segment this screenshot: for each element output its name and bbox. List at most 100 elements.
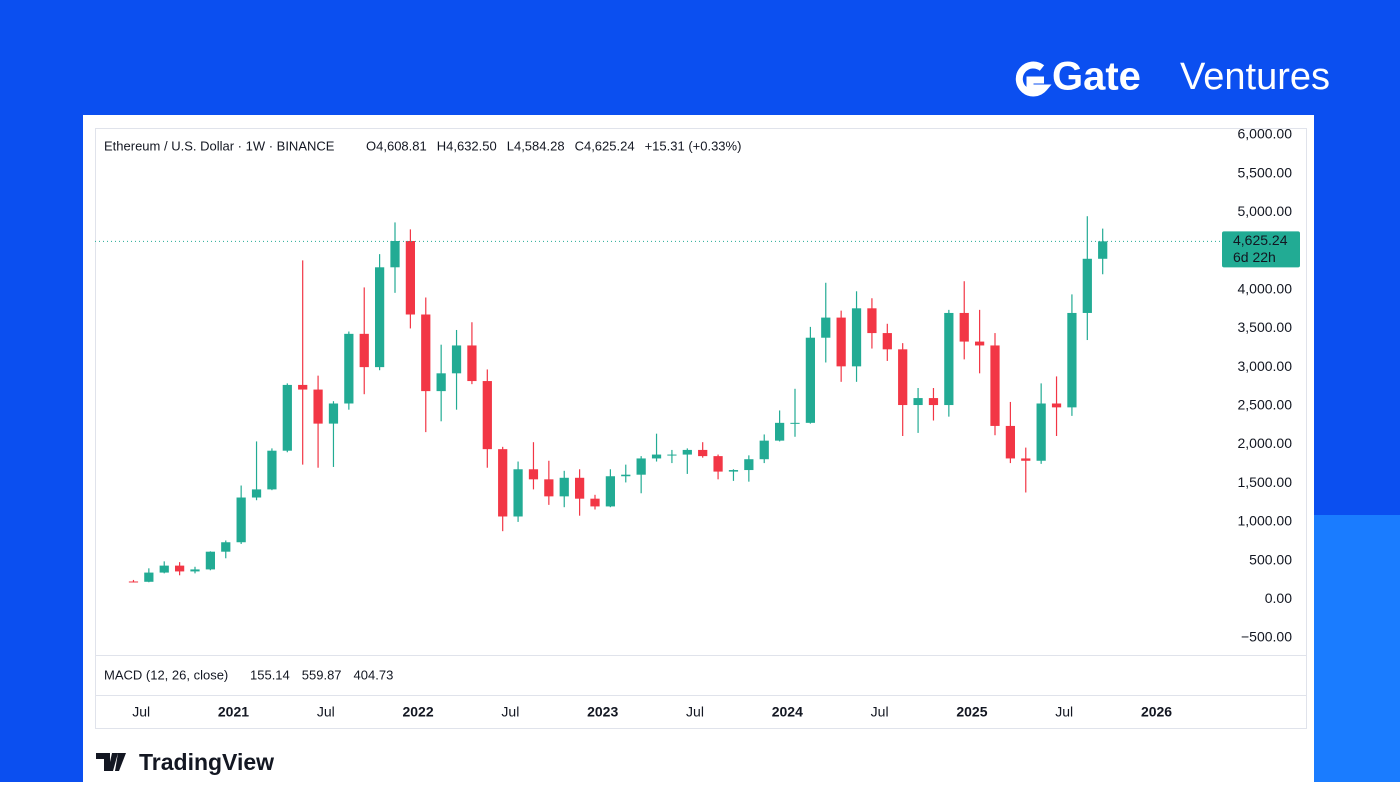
x-tick-label: 2025 [956, 704, 987, 720]
candle-body [851, 308, 862, 367]
last-price-tag [1222, 231, 1300, 268]
last-price-label: 4,625.24 [1233, 232, 1288, 248]
candle-body [867, 308, 877, 334]
candle-body [421, 314, 431, 392]
plot [128, 216, 1108, 583]
legend-value: 4,608.81 [376, 138, 427, 153]
candle-body [790, 422, 800, 424]
y-tick-label: 500.00 [1249, 551, 1292, 567]
x-tick-label: 2023 [587, 704, 618, 720]
candle-body [636, 458, 646, 475]
watermark-text: TradingView [139, 749, 274, 775]
candle-body [313, 389, 323, 424]
indicator-value: 155.14 [250, 667, 290, 682]
x-tick-label: 2024 [772, 704, 803, 720]
candle-body [590, 498, 600, 507]
candle-body [775, 422, 785, 441]
candle-body [282, 384, 292, 451]
legend-key: O [366, 138, 376, 153]
candle-body [1067, 312, 1077, 408]
candle-body [175, 565, 185, 572]
candle-body [128, 581, 139, 583]
y-tick-label: 0.00 [1265, 590, 1292, 606]
candle-body [759, 440, 769, 460]
candle-body [405, 240, 415, 315]
candle-body [513, 469, 523, 517]
candle-body [667, 454, 677, 456]
candle-body [882, 333, 892, 350]
legend: Ethereum / U.S. Dollar · 1W · BINANCE [104, 138, 335, 153]
candle-body [559, 477, 569, 497]
y-tick-label: 3,000.00 [1238, 358, 1293, 374]
candle-body [682, 449, 692, 455]
legend-value: 4,632.50 [446, 138, 497, 153]
candle-body [498, 449, 508, 517]
candle-body [975, 341, 985, 346]
candle-body [698, 449, 708, 457]
candle-body [544, 479, 554, 497]
x-tick-label: 2021 [218, 704, 249, 720]
y-tick-label: 4,000.00 [1238, 280, 1293, 296]
candle-body [898, 349, 908, 406]
candle-body [713, 456, 723, 472]
candle-body [221, 542, 231, 552]
brand-name: Ventures [1180, 56, 1330, 98]
y-tick-label: 5,500.00 [1238, 164, 1293, 180]
x-tick-label: Jul [871, 704, 889, 720]
candle-body [1021, 458, 1031, 461]
candle-body [451, 345, 462, 374]
candle-body [528, 469, 539, 480]
x-tick-label: 2026 [1141, 704, 1172, 720]
brand-logo: Gate [1052, 55, 1141, 99]
candle-body [1005, 425, 1015, 459]
y-tick-label: 6,000.00 [1238, 126, 1293, 142]
y-tick-label: 1,000.00 [1238, 513, 1293, 529]
legend-key: H [437, 138, 446, 153]
x-tick-label: Jul [132, 704, 150, 720]
legend-value: 4,625.24 [584, 138, 635, 153]
candle-body [144, 572, 154, 582]
candle-body [205, 551, 215, 570]
x-tick-label: 2022 [402, 704, 433, 720]
legend-key: L [507, 138, 514, 153]
x-tick-label: Jul [686, 704, 704, 720]
countdown: 6d 22h [1233, 249, 1276, 265]
watermark-icon [96, 753, 126, 771]
x-tick-label: Jul [1055, 704, 1073, 720]
watermark: TradingView [96, 749, 274, 775]
candle-body [482, 381, 492, 450]
candle-body [836, 317, 846, 367]
candle-body [298, 384, 308, 390]
x-tick-label: Jul [501, 704, 519, 720]
candle-body [1051, 403, 1062, 408]
candle-body [821, 317, 831, 338]
candle-body [1082, 258, 1092, 313]
candle-body [390, 240, 400, 268]
brand-icon [1015, 61, 1052, 97]
candle-body [467, 345, 477, 382]
candle-body [728, 470, 739, 472]
legend-key: C [575, 138, 584, 153]
candle-body [944, 312, 954, 406]
y-tick-label: −500.00 [1241, 629, 1292, 645]
candle-body [805, 337, 815, 423]
legend-value: 4,584.28 [514, 138, 565, 153]
candle-body [159, 565, 169, 573]
candle-body [344, 333, 354, 404]
y-tick-label: 1,500.00 [1238, 474, 1293, 490]
brand: Gate Ventures [1015, 55, 1330, 99]
symbol: Ethereum / U.S. Dollar · 1W · BINANCE [104, 138, 335, 153]
candle-body [575, 477, 585, 499]
candle-body [928, 398, 939, 406]
candle-body [744, 459, 754, 471]
candle-body [436, 373, 446, 392]
y-tick-label: 2,500.00 [1238, 397, 1293, 413]
candle-body [359, 333, 369, 368]
candle-body [959, 312, 969, 342]
candle-body [1098, 241, 1108, 259]
y-tick-label: 2,000.00 [1238, 435, 1293, 451]
candle-body [651, 454, 662, 459]
indicator-value: 559.87 [302, 667, 342, 682]
candle-body [267, 450, 277, 490]
